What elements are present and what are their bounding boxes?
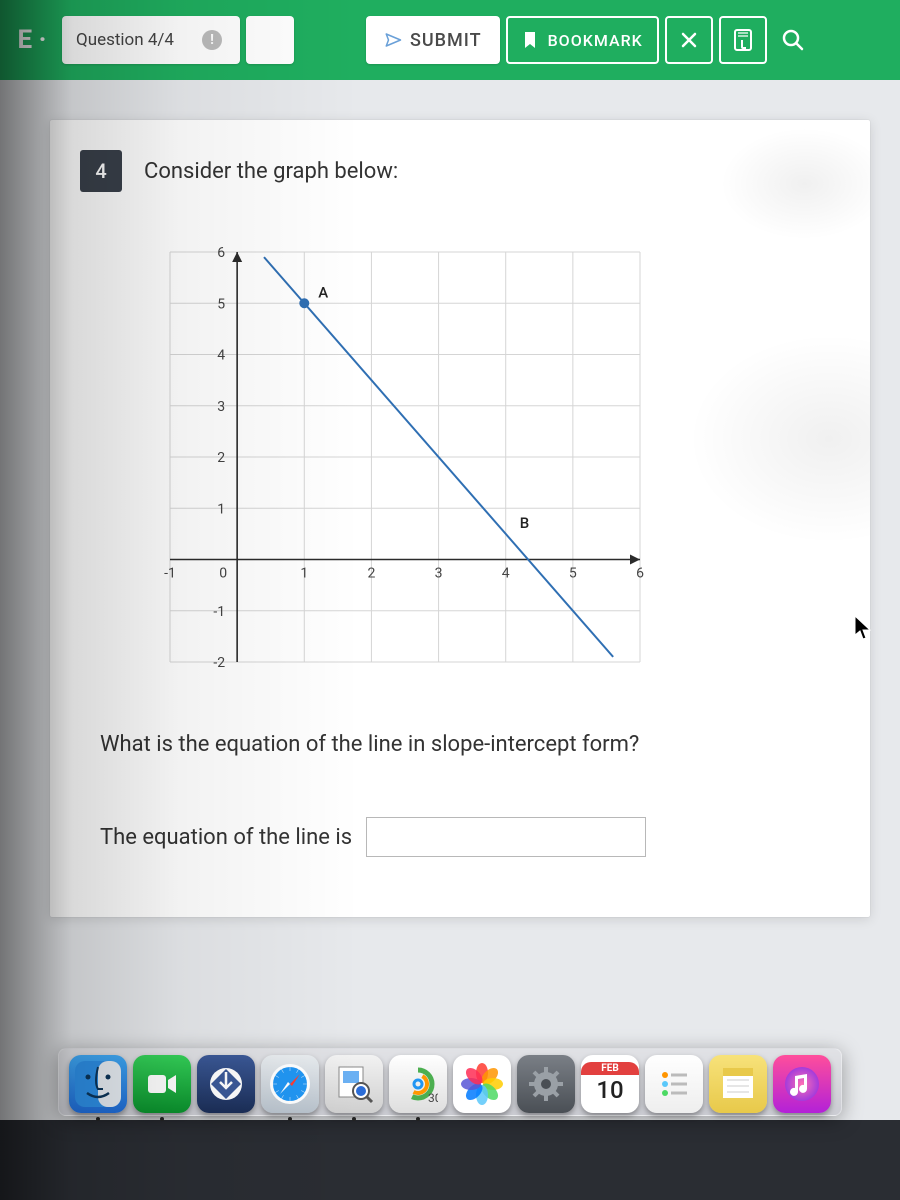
svg-text:30: 30 (428, 1091, 438, 1104)
bookmark-label: BOOKMARK (548, 31, 643, 50)
svg-text:A: A (318, 283, 328, 301)
dock-item-notes[interactable] (709, 1055, 767, 1113)
svg-text:6: 6 (217, 245, 225, 261)
svg-text:6: 6 (636, 566, 644, 582)
search-button[interactable] (773, 16, 813, 64)
app-logo: E · (10, 18, 54, 62)
svg-text:0: 0 (219, 566, 227, 582)
close-button[interactable] (665, 16, 713, 64)
dock-item-activity[interactable]: 30 (389, 1055, 447, 1113)
info-icon[interactable]: ! (202, 30, 222, 50)
dock-item-safari[interactable] (261, 1055, 319, 1113)
question-card: 4 Consider the graph below: -10123456-2-… (50, 120, 870, 917)
svg-text:B: B (520, 514, 529, 532)
prev-question-button[interactable] (246, 16, 294, 64)
dock-item-preview[interactable] (325, 1055, 383, 1113)
search-icon (780, 27, 806, 53)
submit-icon (384, 31, 402, 49)
calculator-button[interactable] (719, 16, 767, 64)
question-counter-chip[interactable]: Question 4/4 ! (62, 16, 240, 64)
submit-button[interactable]: SUBMIT (366, 16, 500, 64)
question-counter-label: Question 4/4 (76, 30, 174, 50)
svg-text:2: 2 (367, 566, 375, 582)
svg-text:2: 2 (217, 450, 225, 466)
calculator-icon (732, 28, 754, 52)
bookmark-button[interactable]: BOOKMARK (506, 16, 659, 64)
svg-text:5: 5 (217, 296, 225, 312)
submit-label: SUBMIT (410, 30, 482, 51)
svg-text:-1: -1 (164, 566, 176, 582)
dock-item-facetime[interactable] (133, 1055, 191, 1113)
answer-input[interactable] (366, 817, 646, 857)
question-prompt: What is the equation of the line in slop… (100, 732, 840, 757)
app-header: E · Question 4/4 ! SUBMIT BOOKMARK (0, 0, 900, 80)
svg-text:4: 4 (502, 566, 510, 582)
answer-row: The equation of the line is (100, 817, 840, 857)
svg-text:3: 3 (435, 566, 443, 582)
question-title: Consider the graph below: (144, 159, 398, 184)
mouse-cursor (854, 615, 872, 641)
question-number-badge: 4 (80, 150, 122, 192)
graph: -1 0 1 2 3 4 5 6 -2 -1 1 2 3 4 5 6 A B (100, 242, 660, 692)
svg-text:1: 1 (300, 566, 308, 582)
dock-item-photos[interactable] (453, 1055, 511, 1113)
dock-item-finder[interactable] (69, 1055, 127, 1113)
close-icon (679, 30, 699, 50)
svg-text:1: 1 (217, 501, 225, 517)
svg-text:5: 5 (569, 566, 577, 582)
svg-text:-1: -1 (213, 604, 225, 620)
dock-item-system[interactable] (517, 1055, 575, 1113)
dock-item-mail[interactable] (197, 1055, 255, 1113)
svg-text:3: 3 (217, 399, 225, 415)
svg-text:4: 4 (217, 348, 225, 364)
dock-item-reminders[interactable] (645, 1055, 703, 1113)
content-area: 4 Consider the graph below: -10123456-2-… (0, 80, 900, 1120)
dock-item-calendar[interactable]: FEB10 (581, 1055, 639, 1113)
bookmark-icon (522, 31, 538, 49)
answer-label: The equation of the line is (100, 825, 352, 850)
dock-item-itunes[interactable] (773, 1055, 831, 1113)
macos-dock: 30 FEB10 (58, 1048, 842, 1116)
svg-text:-2: -2 (213, 655, 225, 671)
